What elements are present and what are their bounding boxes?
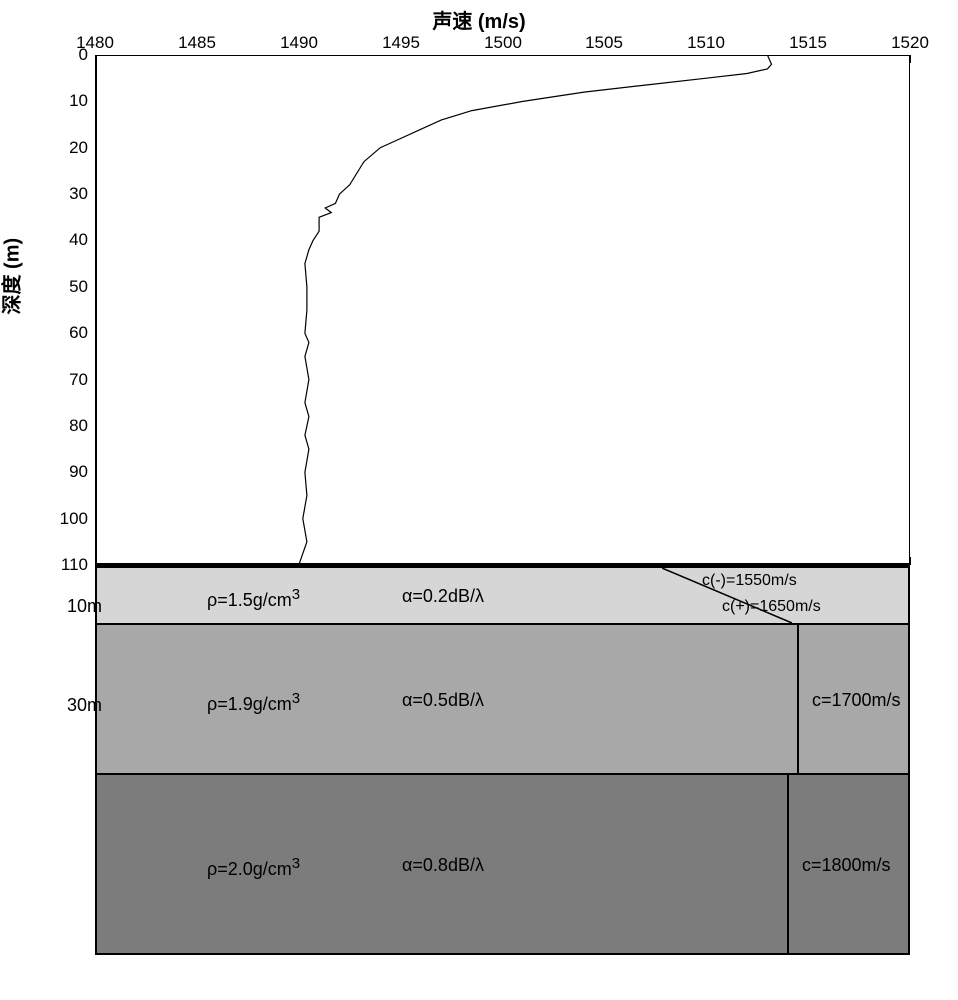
layer2-attenuation: α=0.5dB/λ: [402, 690, 484, 711]
xtick-mark: [910, 55, 911, 63]
sediment-layer-3: ρ=2.0g/cm3 α=0.8dB/λ c=1800m/s: [95, 775, 910, 955]
chart-title: 声速 (m/s): [432, 5, 525, 34]
xtick-1: 1485: [178, 33, 216, 53]
sediment-layers: 10m ρ=1.5g/cm3 α=0.2dB/λ c(-)=1550m/s c(…: [70, 565, 925, 965]
layer2-density: ρ=1.9g/cm3: [207, 690, 300, 715]
xtick-6: 1510: [687, 33, 725, 53]
ytick-3: 30: [38, 184, 88, 204]
layer3-soundspeed: c=1800m/s: [802, 855, 891, 876]
y-axis-label: 深度 (m): [0, 238, 25, 315]
ytick-6: 60: [38, 323, 88, 343]
xtick-mark: [910, 557, 911, 565]
ytick-1: 10: [38, 91, 88, 111]
ytick-2: 20: [38, 138, 88, 158]
ytick-8: 80: [38, 416, 88, 436]
layer2-soundspeed: c=1700m/s: [812, 690, 901, 711]
layer2-vsep: [797, 625, 799, 775]
ytick-4: 40: [38, 230, 88, 250]
xtick-8: 1520: [891, 33, 929, 53]
layer3-vsep: [787, 775, 789, 955]
sound-speed-profile-line: [95, 55, 910, 565]
figure-container: 声速 (m/s) 深度 (m) 1480 1485 1490 1495 1500…: [0, 0, 958, 1000]
ytick-5: 50: [38, 277, 88, 297]
ytick-10: 100: [38, 509, 88, 529]
ytick-9: 90: [38, 462, 88, 482]
layer1-density: ρ=1.5g/cm3: [207, 586, 300, 611]
layer1-attenuation: α=0.2dB/λ: [402, 586, 484, 607]
layer3-attenuation: α=0.8dB/λ: [402, 855, 484, 876]
layer1-thickness: 10m: [67, 596, 102, 617]
layer1-c-top: c(-)=1550m/s: [702, 572, 797, 590]
sediment-layer-2: 30m ρ=1.9g/cm3 α=0.5dB/λ c=1700m/s: [95, 625, 910, 775]
layer1-c-bot: c(+)=1650m/s: [722, 598, 821, 616]
layer3-density: ρ=2.0g/cm3: [207, 855, 300, 880]
layer2-thickness: 30m: [67, 695, 102, 716]
xtick-5: 1505: [585, 33, 623, 53]
xtick-3: 1495: [382, 33, 420, 53]
xtick-4: 1500: [484, 33, 522, 53]
sediment-layer-1: 10m ρ=1.5g/cm3 α=0.2dB/λ c(-)=1550m/s c(…: [95, 565, 910, 625]
ytick-0: 0: [38, 45, 88, 65]
xtick-7: 1515: [789, 33, 827, 53]
xtick-2: 1490: [280, 33, 318, 53]
ytick-7: 70: [38, 370, 88, 390]
